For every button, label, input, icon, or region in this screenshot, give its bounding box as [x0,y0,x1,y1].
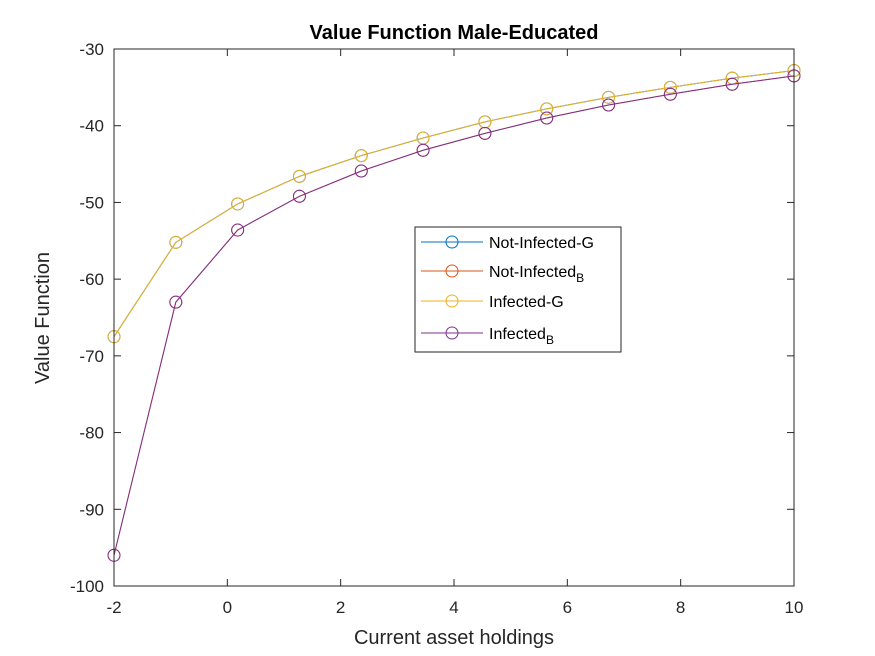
y-tick-label: -60 [79,270,104,289]
data-point [602,90,616,104]
y-tick-label: -70 [79,347,104,366]
legend-label: Not-InfectedB [489,264,584,285]
legend-marker [445,294,459,308]
legend-entry: Not-Infected-G [421,235,594,252]
x-tick-label: 8 [676,598,685,617]
y-tick-label: -40 [79,117,104,136]
legend-entry: InfectedB [421,326,554,347]
x-tick-label: 10 [785,598,804,617]
legend-label-subscript: B [576,271,584,285]
data-point [725,77,739,91]
y-tick-label: -100 [70,577,104,596]
legend-entry: Infected-G [421,294,564,311]
data-point [292,169,306,183]
data-point [540,111,554,125]
legend-label: InfectedB [489,326,554,347]
legend-marker [445,326,459,340]
axes-layer: -2 0 2 4 6 8 10 -100 -90 -80 -70 -60 -50 -40 -30 [70,40,803,617]
series-infected-b [107,69,801,562]
x-tick-label: 2 [336,598,345,617]
y-tick-label: -50 [79,193,104,212]
legend-label: Not-Infected-G [489,235,594,252]
x-tick-label: 6 [563,598,572,617]
legend-label: Infected-G [489,294,564,311]
data-point [169,295,183,309]
legend-marker [445,235,459,249]
x-tick-label: -2 [106,598,121,617]
x-tick-label: 4 [449,598,458,617]
x-tick-label: 0 [223,598,232,617]
legend-marker [445,264,459,278]
data-point [416,143,430,157]
data-point [354,149,368,163]
y-tick-label: -30 [79,40,104,59]
series-line [113,69,795,337]
data-point [231,223,245,237]
data-point [602,98,616,112]
legend: Not-Infected-G Not-InfectedB Infected-G Inf… [414,226,622,353]
y-tick-label: -90 [79,500,104,519]
series-infected-g [107,63,801,344]
data-point [169,235,183,249]
data-point [478,126,492,140]
y-tick-label: -80 [79,424,104,443]
series-line [113,75,795,556]
legend-entry: Not-InfectedB [421,264,584,285]
data-point [540,102,554,116]
data-point [292,189,306,203]
data-point [663,87,677,101]
data-point [354,164,368,178]
x-axis-label: Current asset holdings [354,627,554,649]
chart-title: Value Function Male-Educated [310,22,599,44]
data-point [231,197,245,211]
y-axis-label: Value Function [32,252,54,384]
legend-label-subscript: B [546,333,554,347]
data-point [663,80,677,94]
